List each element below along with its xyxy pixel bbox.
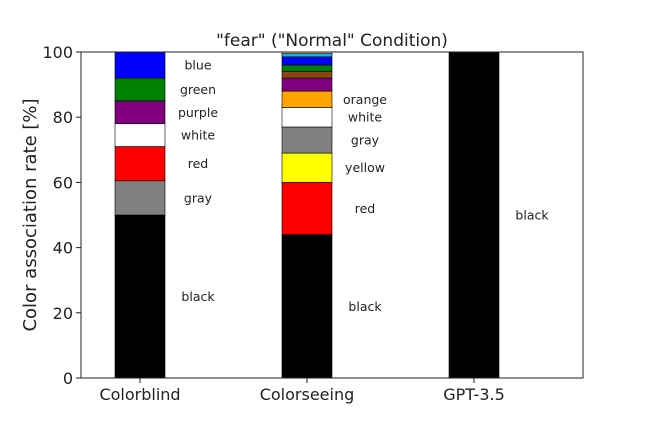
segment-label: black [348,299,382,314]
bar-segment [281,126,333,154]
bar-segment [114,123,166,147]
segment-label: orange [343,92,387,107]
bar-segment [281,77,333,92]
bar-segment [114,146,166,182]
segment-label: blue [184,58,211,73]
segment-label: gray [351,133,380,148]
bar-segment [281,90,333,108]
plot-frame [80,51,584,379]
bar-segment [281,182,333,235]
bar-segment [114,100,166,125]
bar-segment [114,180,166,216]
segment-label: red [188,156,209,171]
bar-segment [281,234,333,379]
x-tick-label: Colorseeing [260,385,355,404]
segment-label: black [181,289,215,304]
bar-segment [114,214,166,379]
bar-segment [281,152,333,183]
bar-segment [281,53,333,58]
segment-label: green [180,82,216,97]
bar-segment [281,64,333,72]
bar-segment [114,77,166,102]
plot-area: black gray red white purple green blue Colorbli… [42,43,584,404]
segment-label: black [515,208,549,223]
y-tick-label: 60 [53,173,73,192]
y-tick-label: 20 [53,304,73,323]
segment-label: gray [184,190,213,205]
segment-label: yellow [345,160,385,175]
y-tick-label: 40 [53,239,73,258]
y-tick-label: 0 [63,369,73,388]
y-tick-label: 100 [42,43,73,62]
chart-title: "fear" ("Normal" Condition) [216,31,448,51]
bar-segment [448,51,500,379]
segment-label: red [355,201,376,216]
y-tick-label: 80 [53,108,73,127]
segment-label: white [181,128,216,143]
bar-segment [281,71,333,79]
x-tick-label: Colorblind [99,385,180,404]
x-tick-label: GPT-3.5 [443,385,505,404]
segment-label: purple [178,105,218,120]
bar-segment [281,107,333,128]
segment-label: white [348,110,383,125]
bar-segment [114,51,166,79]
bar-segment [281,56,333,66]
y-axis-title: Color association rate [%] [20,98,41,331]
